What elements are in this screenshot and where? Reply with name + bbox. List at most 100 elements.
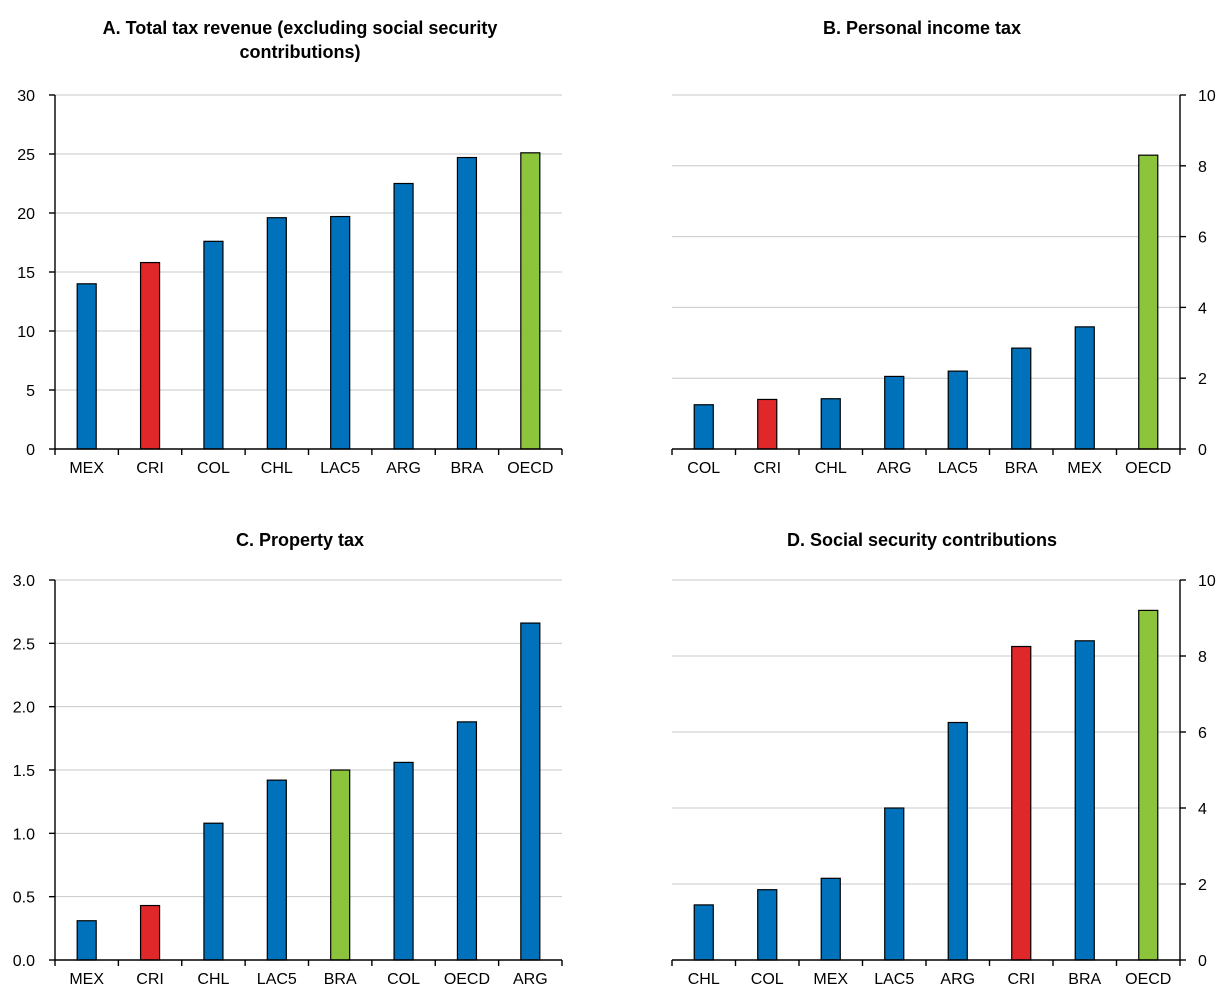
x-tick-label-bra: BRA (1005, 460, 1038, 477)
bar-lac5 (266, 779, 287, 961)
bar-mex (76, 920, 97, 961)
bar-arg (884, 375, 905, 450)
x-tick-label-lac5: LAC5 (874, 971, 914, 987)
bar-col (393, 761, 414, 961)
x-tick-label-cri: CRI (753, 460, 781, 477)
bar-oecd (1138, 609, 1159, 961)
bar-bra (1074, 640, 1095, 961)
y-tick-label: 15 (17, 265, 35, 282)
panel-d-social-security-contributions: D. Social security contributions 0 2 4 6 8 10 C… (671, 530, 1216, 987)
bar-bra (330, 769, 351, 961)
x-tick-label-col: COL (751, 971, 784, 987)
bar-cri (1011, 645, 1032, 961)
bar-lac5 (330, 215, 351, 450)
bar-arg (393, 182, 414, 450)
x-tick-label-chl: CHL (688, 971, 720, 987)
y-tick-label: 8 (1198, 159, 1207, 176)
bar-arg (520, 622, 541, 961)
bar-chl (266, 217, 287, 450)
x-tick-label-arg: ARG (386, 460, 421, 477)
x-tick-label-col: COL (387, 971, 420, 987)
y-tick-label: 25 (17, 147, 35, 164)
y-tick-label: 20 (17, 206, 35, 223)
x-tick-label-lac5: LAC5 (938, 460, 978, 477)
y-tick-label: 1.0 (13, 826, 35, 843)
bar-oecd (1138, 154, 1159, 450)
y-tick-label: 2.0 (13, 700, 35, 717)
y-tick-label: 10 (1198, 88, 1216, 105)
bar-mex (76, 283, 97, 450)
y-tick-label: 0.5 (13, 890, 35, 907)
x-tick-label-mex: MEX (1067, 460, 1102, 477)
bar-col (693, 404, 714, 450)
x-tick-label-lac5: LAC5 (320, 460, 360, 477)
y-tick-label: 0 (1198, 953, 1207, 970)
y-tick-label: 0 (26, 442, 35, 459)
x-tick-label-mex: MEX (69, 971, 104, 987)
x-tick-label-chl: CHL (197, 971, 229, 987)
y-tick-label: 30 (17, 88, 35, 105)
y-tick-label: 2 (1198, 371, 1207, 388)
y-tick-label: 2 (1198, 877, 1207, 894)
bar-cri (139, 261, 161, 450)
x-tick-label-oecd: OECD (1125, 971, 1171, 987)
x-tick-label-bra: BRA (450, 460, 483, 477)
chart-title-line-1: A. Total tax revenue (excluding social s… (103, 18, 498, 38)
y-tick-label: 4 (1198, 300, 1207, 317)
x-tick-label-mex: MEX (813, 971, 848, 987)
bar-oecd (520, 152, 541, 450)
bar-mex (1074, 326, 1095, 450)
y-tick-label: 3.0 (13, 573, 35, 590)
panel-a-total-tax-revenue: A. Total tax revenue (excluding social s… (17, 18, 563, 477)
bar-chl (693, 904, 714, 961)
y-tick-label: 0 (1198, 442, 1207, 459)
chart-title-line-1: D. Social security contributions (787, 530, 1057, 550)
bar-col (203, 240, 224, 450)
y-tick-label: 8 (1198, 649, 1207, 666)
chart-title-line-1: C. Property tax (236, 530, 364, 550)
bar-arg (947, 721, 968, 961)
y-tick-label: 5 (26, 383, 35, 400)
x-tick-label-col: COL (197, 460, 230, 477)
y-tick-label: 1.5 (13, 763, 35, 780)
x-tick-label-oecd: OECD (444, 971, 490, 987)
bar-cri (139, 904, 161, 961)
bar-chl (203, 822, 224, 961)
y-tick-label: 2.5 (13, 636, 35, 653)
x-tick-label-chl: CHL (261, 460, 293, 477)
panel-c-property-tax: C. Property tax 0.0 0.5 1.0 1.5 2.0 2.5 3.0 MEX C… (13, 530, 563, 987)
y-tick-label: 6 (1198, 725, 1207, 742)
x-tick-label-chl: CHL (815, 460, 847, 477)
chart-title-line-1: B. Personal income tax (823, 18, 1021, 38)
y-tick-label: 4 (1198, 801, 1207, 818)
x-tick-label-oecd: OECD (1125, 460, 1171, 477)
bar-lac5 (884, 807, 905, 961)
bar-lac5 (947, 370, 968, 450)
panel-b-personal-income-tax: B. Personal income tax 0 2 4 6 8 10 COL CRI CHL AR… (671, 18, 1216, 477)
x-tick-label-bra: BRA (1068, 971, 1101, 987)
x-tick-label-oecd: OECD (507, 460, 553, 477)
y-tick-label: 10 (17, 324, 35, 341)
bar-mex (820, 877, 841, 961)
x-tick-label-cri: CRI (136, 460, 164, 477)
bar-cri (757, 398, 778, 450)
chart-title-line-2: contributions) (240, 42, 361, 62)
x-tick-label-cri: CRI (136, 971, 164, 987)
y-tick-label: 6 (1198, 230, 1207, 247)
y-tick-label: 10 (1198, 573, 1216, 590)
x-tick-label-cri: CRI (1007, 971, 1035, 987)
x-tick-label-mex: MEX (69, 460, 104, 477)
bar-oecd (456, 721, 478, 961)
x-tick-label-col: COL (687, 460, 720, 477)
x-tick-label-lac5: LAC5 (257, 971, 297, 987)
x-tick-label-arg: ARG (877, 460, 912, 477)
x-tick-label-arg: ARG (513, 971, 548, 987)
bar-col (757, 889, 778, 961)
bar-chl (820, 398, 841, 450)
y-tick-label: 0.0 (13, 953, 35, 970)
x-tick-label-bra: BRA (324, 971, 357, 987)
bar-bra (1011, 347, 1032, 450)
x-tick-label-arg: ARG (940, 971, 975, 987)
bar-bra (456, 156, 478, 450)
